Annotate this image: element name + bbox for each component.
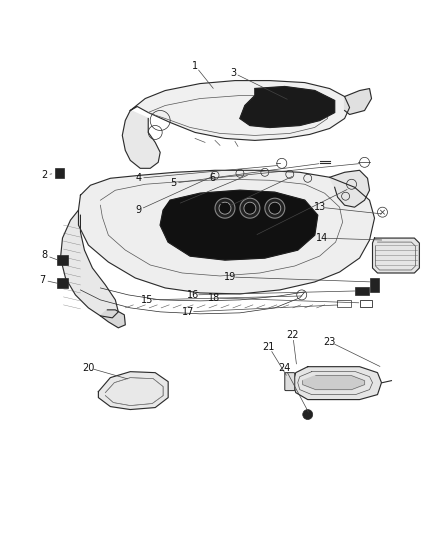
Polygon shape: [293, 367, 381, 400]
Text: 7: 7: [39, 275, 46, 285]
FancyBboxPatch shape: [337, 300, 350, 307]
Polygon shape: [60, 210, 118, 318]
Text: 19: 19: [224, 272, 236, 282]
Polygon shape: [240, 86, 335, 127]
Text: 24: 24: [279, 362, 291, 373]
Text: 10: 10: [169, 200, 181, 210]
Text: 17: 17: [182, 307, 194, 317]
FancyBboxPatch shape: [54, 168, 64, 178]
FancyBboxPatch shape: [57, 255, 68, 265]
Circle shape: [244, 202, 256, 214]
Text: 22: 22: [286, 330, 299, 340]
Polygon shape: [372, 238, 419, 273]
Text: 9: 9: [135, 205, 141, 215]
Text: 1: 1: [192, 61, 198, 71]
FancyBboxPatch shape: [285, 373, 295, 391]
FancyBboxPatch shape: [370, 278, 379, 292]
Text: 3: 3: [230, 68, 236, 78]
Polygon shape: [122, 110, 160, 168]
Circle shape: [215, 198, 235, 218]
Polygon shape: [99, 372, 168, 409]
Text: 12: 12: [246, 232, 258, 242]
Polygon shape: [303, 376, 364, 390]
Polygon shape: [330, 171, 370, 207]
Text: 23: 23: [323, 337, 336, 347]
Text: 15: 15: [141, 295, 153, 305]
Text: 13: 13: [314, 202, 326, 212]
Text: 11: 11: [219, 203, 231, 213]
Circle shape: [269, 202, 281, 214]
FancyBboxPatch shape: [57, 278, 68, 288]
Text: 16: 16: [187, 290, 199, 300]
Polygon shape: [130, 80, 350, 140]
Text: 4: 4: [135, 173, 141, 183]
Text: 18: 18: [208, 293, 220, 303]
Text: 20: 20: [82, 362, 95, 373]
Text: 21: 21: [263, 342, 275, 352]
Polygon shape: [78, 171, 374, 294]
FancyBboxPatch shape: [355, 287, 368, 295]
Circle shape: [303, 409, 313, 419]
FancyBboxPatch shape: [360, 300, 371, 307]
Text: 8: 8: [42, 250, 48, 260]
Text: 6: 6: [209, 173, 215, 183]
Text: 5: 5: [170, 178, 176, 188]
Circle shape: [219, 202, 231, 214]
Circle shape: [240, 198, 260, 218]
Text: 2: 2: [42, 170, 48, 180]
Polygon shape: [100, 310, 125, 328]
Polygon shape: [345, 88, 371, 115]
Text: 14: 14: [315, 233, 328, 243]
Polygon shape: [160, 190, 318, 260]
Circle shape: [265, 198, 285, 218]
